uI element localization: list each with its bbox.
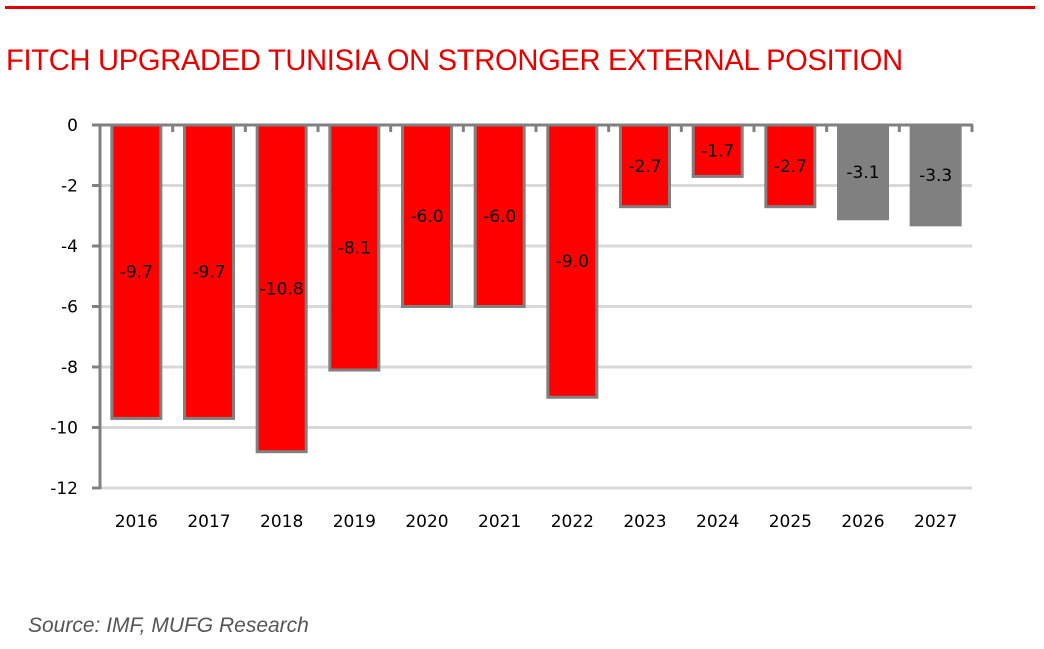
x-tick-label-2021: 2021 (478, 512, 521, 532)
data-label-2020: -6.0 (410, 207, 443, 227)
data-label-2017: -9.7 (192, 263, 225, 283)
x-tick-label-2025: 2025 (769, 512, 812, 532)
data-label-2018: -10.8 (260, 279, 304, 299)
bar-2027 (909, 123, 962, 227)
source-note: Source: IMF, MUFG Research (28, 614, 309, 637)
y-tick-label: -4 (61, 237, 78, 257)
x-tick-label-2017: 2017 (187, 512, 230, 532)
x-tick-label-2019: 2019 (333, 512, 376, 532)
y-tick-label: -2 (61, 177, 78, 197)
data-label-2026: -3.1 (846, 163, 879, 183)
x-tick-labels: 2016 2017 2018 2019 2020 2021 2022 2023 2024 2025… (115, 512, 958, 532)
x-tick-label-2022: 2022 (551, 512, 594, 532)
data-label-2021: -6.0 (483, 207, 516, 227)
data-label-2023: -2.7 (628, 157, 661, 177)
x-tick-label-2018: 2018 (260, 512, 303, 532)
y-tick-label: -8 (61, 358, 78, 378)
x-tick-label-2016: 2016 (115, 512, 158, 532)
bars (110, 123, 962, 454)
data-label-2027: -3.3 (919, 166, 952, 186)
y-tick-label: -12 (50, 479, 78, 499)
data-label-2019: -8.1 (338, 239, 371, 259)
bar-2024 (691, 123, 744, 178)
data-label-2022: -9.0 (556, 252, 589, 272)
top-rule (5, 6, 1035, 9)
axes (92, 123, 974, 490)
y-tick-label: -6 (61, 298, 78, 318)
chart-title: FITCH UPGRADED TUNISIA ON STRONGER EXTER… (6, 44, 903, 77)
x-tick-label-2023: 2023 (623, 512, 666, 532)
data-label-2024: -1.7 (701, 142, 734, 162)
x-tick-label-2027: 2027 (914, 512, 957, 532)
bar-2023 (619, 123, 671, 209)
gridlines (100, 184, 972, 490)
data-label-2025: -2.7 (774, 157, 807, 177)
x-tick-label-2020: 2020 (405, 512, 448, 532)
bar-2022 (546, 123, 599, 399)
y-tick-labels: 0 -2 -4 -6 -8 -10 -12 (50, 116, 78, 499)
y-tick-label: -10 (50, 419, 78, 439)
x-tick-label-2024: 2024 (696, 512, 739, 532)
data-labels: -9.7 -9.7 -10.8 -8.1 -6.0 -6.0 -9.0 -2.7 -1.7 -2.… (120, 142, 953, 300)
x-tick-label-2026: 2026 (841, 512, 884, 532)
data-label-2016: -9.7 (120, 263, 153, 283)
bar-2016 (110, 123, 163, 420)
y-tick-label: 0 (67, 116, 78, 136)
